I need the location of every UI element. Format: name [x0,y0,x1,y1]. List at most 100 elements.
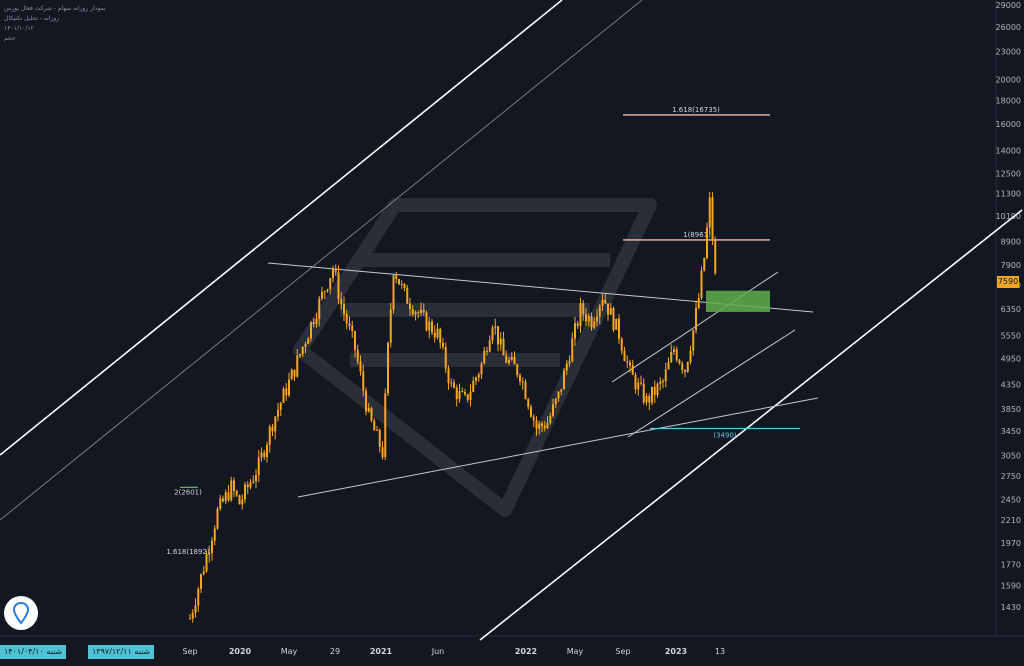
candle-body [645,395,648,403]
candle-body [370,408,373,421]
candle-body [568,361,571,364]
candle-body [367,408,370,412]
y-tick-label: 20000 [996,75,1021,84]
candle-body [263,452,266,457]
candle-body [662,381,664,383]
candle-body [235,490,238,496]
candle-body [642,383,645,403]
fib-level-label: 1(8961) [683,231,711,239]
candle-body [563,370,565,390]
candle-body [590,316,593,328]
chart-header: نمودار روزانه سهام - شرکت فعال بورس روزا… [4,4,224,44]
channel-lower-line [479,209,1023,641]
candle-body [293,369,296,377]
candle-body [695,308,697,331]
candle-body [455,387,458,400]
candle-body [279,402,282,410]
candle-body [472,380,475,392]
candle-body [464,391,466,395]
candle-body [706,227,708,258]
candle-body [257,457,260,476]
candle-body [453,382,455,388]
candle-body [579,303,582,326]
symbol-title: نمودار روزانه سهام - شرکت فعال بورس [4,5,106,12]
y-tick-label: 12500 [996,169,1021,178]
y-tick-label: 1770 [1001,560,1021,569]
candle-body [659,381,662,384]
candle-body [378,429,381,448]
candle-body [216,508,219,529]
x-tick-label: Sep [615,647,630,656]
candle-body [288,379,290,396]
candle-body [277,409,279,417]
y-tick-label: 2450 [1001,495,1021,504]
candle-body [425,312,428,331]
candle-body [491,327,494,341]
candle-body [274,416,277,432]
candle-body [557,391,560,399]
x-tick-label: Sep [182,647,197,656]
demand-zone [706,290,770,312]
fib-level-label: 1.618(16735) [672,106,720,114]
candle-body [299,354,301,356]
y-tick-label: 2210 [1001,516,1021,525]
x-tick-label: 29 [330,647,340,656]
y-tick-label: 3050 [1001,451,1021,460]
candle-body [191,612,194,619]
candle-body [334,268,337,273]
candle-body [332,268,334,279]
x-tick-label: May [567,647,584,656]
candle-body [439,328,442,343]
candle-body [340,298,343,305]
candle-body [505,355,508,363]
candle-body [607,303,609,315]
y-tick-label: 2750 [1001,472,1021,481]
candle-body [202,571,205,575]
candle-body [398,279,400,285]
y-tick-label: 1970 [1001,539,1021,548]
candle-body [433,332,436,338]
candle-body [200,574,202,589]
candle-body [527,399,530,408]
y-tick-label: 14000 [996,147,1021,156]
candle-body [230,480,233,500]
candle-body [530,407,532,417]
candle-body [519,375,521,382]
candle-body [494,326,497,328]
x-tick-label: 2023 [665,647,687,656]
candle-body [381,447,384,458]
support-trendline [297,397,819,498]
y-tick-label: 16000 [996,120,1021,129]
candle-body [329,278,332,290]
candle-body [640,382,642,384]
watermark-shape [293,198,657,517]
candle-body [483,350,486,364]
candle-body [678,360,681,364]
candle-body [315,318,318,324]
candle-body [252,481,255,483]
candle-body [513,356,516,365]
candle-body [477,374,480,378]
candle-body [714,240,717,274]
candle-body [626,361,629,363]
candle-body [648,395,651,403]
candle-body [651,386,653,403]
candle-body [521,381,524,383]
y-tick-label: 3850 [1001,405,1021,414]
candle-body [560,389,563,392]
candle-body [708,197,711,228]
logo-button[interactable] [4,596,38,630]
candle-body [268,426,271,445]
candle-body [376,429,378,431]
y-tick-label: 1590 [1001,582,1021,591]
candle-body [241,499,244,505]
candle-body [609,307,612,315]
candle-body [222,498,224,502]
candle-body [510,356,513,360]
candle-body [436,328,439,338]
candle-body [384,393,387,458]
candle-body [554,398,557,405]
rising-trendline-lower [627,329,796,438]
